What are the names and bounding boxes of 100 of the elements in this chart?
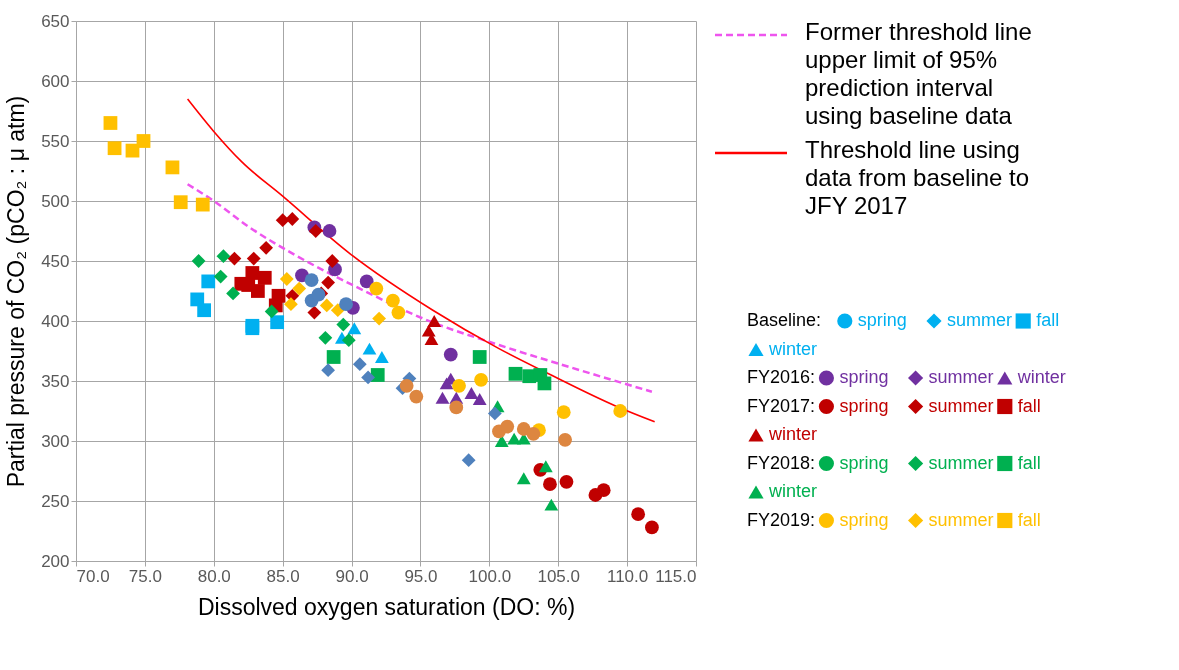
y-tick-label: 300 [41,431,70,451]
point [321,363,336,378]
point [559,474,574,489]
point [556,405,571,420]
line-series [186,98,656,423]
point [213,269,228,284]
point [464,387,479,399]
point [544,498,559,511]
y-tick-label: 550 [41,131,70,151]
point [427,315,442,327]
point [226,286,240,301]
point [472,350,487,364]
y-tick-label: 600 [41,71,70,91]
point [596,483,611,498]
point [321,275,336,290]
text: Baseline: [747,310,822,330]
legend-label: fall [1017,452,1041,473]
point [191,254,206,268]
point [318,330,333,345]
legend-label: spring [839,452,889,473]
point [435,391,450,404]
point [631,507,646,522]
point [347,322,362,335]
point [319,298,334,313]
point [399,378,414,393]
y-tick-label: 500 [41,191,70,211]
point [173,195,188,210]
point [322,224,337,238]
legend-label: fall [1017,509,1041,530]
legend-label: summer [928,452,994,473]
point [259,240,274,255]
x-tick-label: 115.0 [655,566,697,586]
point [487,406,502,421]
point [391,305,406,320]
x-tick-label: 75.0 [128,566,162,586]
point [279,272,294,286]
y-axis-title: Partial pressure of CO₂ (pCO₂ : μ atm) [3,95,30,488]
y-tick-label: 250 [41,491,70,511]
point [361,370,375,385]
point [257,270,272,285]
point [370,368,385,382]
point [386,293,400,308]
legend-label: spring [839,367,889,387]
point [304,273,319,288]
point [613,404,628,418]
point [452,378,466,393]
legend-label: summer [928,367,994,387]
line-series [186,182,654,394]
x-tick-label: 95.0 [404,566,438,586]
point [372,311,386,326]
point [308,224,323,238]
point [270,315,285,330]
x-tick-label: 100.0 [468,566,512,586]
point [107,141,122,156]
point [645,520,659,535]
point [336,317,351,332]
point [508,366,523,381]
x-tick-label: 105.0 [537,566,580,586]
point [494,435,509,447]
text: FY2016: [747,367,816,387]
point [409,389,424,404]
y-tick-label: 200 [41,551,70,571]
legend-label: spring [839,509,889,530]
point [543,477,557,492]
point [449,400,464,415]
point [264,304,279,319]
legend-label: summer [947,310,1013,330]
legend-label: Threshold line using data from baseline to JFY 2017 [805,136,1030,219]
text: FY2019: [747,509,816,530]
point [284,297,298,312]
legend-label: summer [928,395,994,416]
legend-label: winter [768,481,818,501]
point [195,197,210,212]
legend-label: winter [1016,367,1066,387]
point [538,460,553,473]
point [246,251,261,266]
text: FY2018: [747,452,816,473]
point [472,393,487,405]
point [526,426,541,441]
point [474,372,488,387]
point [325,254,340,268]
x-tick-label: 80.0 [197,566,231,586]
point [461,453,476,468]
point [136,134,151,148]
point [201,274,216,289]
y-tick-label: 350 [41,371,70,391]
point [443,347,458,362]
legend-label: spring [857,310,907,330]
x-tick-label: 70.0 [76,566,110,586]
x-tick-label: 90.0 [335,566,369,586]
point [341,333,356,348]
x-tick-label: 85.0 [266,566,300,586]
point [516,472,531,485]
legend-label: spring [839,395,889,416]
point [216,249,231,264]
legend-label: summer [928,509,994,530]
legend-label: fall [1017,395,1041,416]
point [285,212,300,226]
text: FY2017: [747,395,816,416]
point [197,303,212,318]
